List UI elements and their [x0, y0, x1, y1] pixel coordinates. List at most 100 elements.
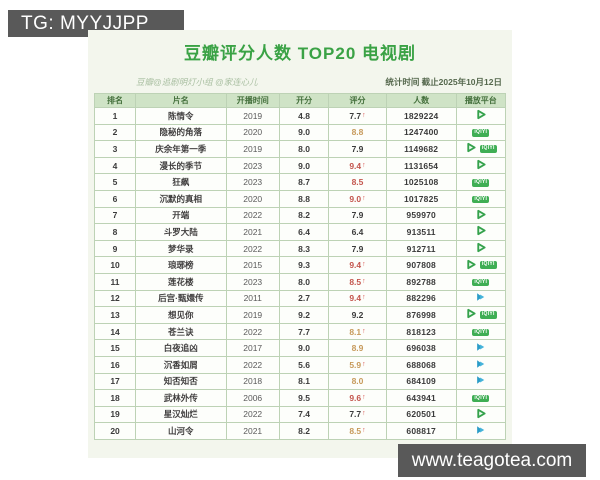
- iqiyi-icon: iQIYI: [472, 129, 490, 137]
- rank-cell: 13: [93, 306, 137, 324]
- youku-icon: [475, 359, 486, 371]
- tencent-video-icon: [475, 242, 487, 255]
- rating-count-cell: 608817: [385, 422, 457, 440]
- iqiyi-icon: iQIYI: [479, 145, 497, 153]
- open-score-cell: 8.3: [278, 239, 330, 258]
- open-score-cell: 5.6: [278, 355, 330, 374]
- table-row: 8 斗罗大陆 2021 6.4 6.4 913511: [93, 223, 507, 241]
- iqiyi-icon: iQIYI: [479, 311, 497, 319]
- iqiyi-icon: iQIYI: [472, 328, 490, 337]
- year-cell: 2017: [225, 339, 280, 357]
- rank-cell: 8: [93, 223, 137, 241]
- table-row: 18 武林外传 2006 9.5 9.6↑ 643941 iQIYI: [93, 389, 507, 407]
- rank-cell: 19: [93, 405, 137, 424]
- year-cell: 2022: [225, 405, 280, 424]
- open-score-cell: 9.0: [278, 123, 330, 142]
- table-row: 2 隐秘的角落 2020 9.0 8.8 1247400 iQIYI: [93, 123, 507, 142]
- tencent-video-icon: [475, 225, 487, 238]
- year-cell: 2021: [225, 422, 280, 440]
- table-row: 17 知否知否 2018 8.1 8.0 684109: [93, 372, 507, 391]
- column-header: 播放平台: [455, 93, 507, 108]
- iqiyi-icon: iQIYI: [472, 278, 490, 287]
- platform-cell: iQIYI: [455, 322, 507, 341]
- rating-count-cell: 620501: [385, 405, 457, 424]
- table-row: 20 山河令 2021 8.2 8.5↑ 608817: [93, 422, 507, 440]
- year-cell: 2018: [225, 372, 280, 391]
- tencent-video-icon: [465, 142, 477, 155]
- rating-count-cell: 1025108: [385, 173, 457, 191]
- ranking-poster: 豆瓣评分人数 TOP20 电视剧 豆瓣@追剧明灯小组 @家连心儿 统计时间 截止…: [88, 30, 512, 458]
- score-cell: 8.5: [328, 173, 387, 191]
- rank-cell: 6: [93, 189, 137, 208]
- table-row: 19 星汉灿烂 2022 7.4 7.7↑ 620501: [93, 405, 507, 424]
- youku-icon: [475, 425, 486, 437]
- rating-count-cell: 696038: [385, 339, 457, 357]
- score-up-arrow: ↑: [362, 427, 366, 435]
- youku-icon: [475, 292, 486, 304]
- rank-cell: 20: [93, 422, 137, 440]
- table-body: 1 陈情令 2019 4.8 7.7↑ 1829224 2 隐秘的角落 2020 9.0 8.8 12…: [93, 107, 507, 440]
- rating-count-cell: 1829224: [385, 107, 457, 125]
- table-row: 13 想见你 2019 9.2 9.2 876998 iQIYI: [93, 306, 507, 324]
- year-cell: 2015: [225, 256, 280, 274]
- table-row: 14 苍兰诀 2022 7.7 8.1↑ 818123 iQIYI: [93, 322, 507, 341]
- platform-cell: iQIYI: [455, 189, 507, 208]
- open-score-cell: 9.3: [278, 256, 330, 274]
- rank-cell: 4: [93, 156, 137, 175]
- table-row: 10 琅琊榜 2015 9.3 9.4↑ 907808 iQIYI: [93, 256, 507, 274]
- rank-cell: 16: [93, 355, 137, 374]
- iqiyi-icon: iQIYI: [472, 394, 490, 403]
- score-cell: 8.9: [328, 339, 387, 357]
- platform-cell: [455, 223, 507, 241]
- drama-title-cell: 开端: [135, 206, 227, 225]
- table-row: 6 沉默的真相 2020 8.8 9.0↑ 1017825 iQIYI: [93, 189, 507, 208]
- year-cell: 2021: [225, 223, 280, 241]
- open-score-cell: 9.0: [278, 339, 330, 357]
- site-watermark: www.teagotea.com: [398, 444, 586, 477]
- platform-cell: [455, 289, 507, 308]
- platform-cell: [455, 339, 507, 357]
- ranking-table: 排名 片名 开播时间 开分 评分 人数 播放平台 1 陈情令 2019 4.8 7.7↑ 182922…: [93, 93, 507, 440]
- platform-cell: [455, 422, 507, 440]
- drama-title-cell: 白夜追凶: [135, 339, 227, 357]
- rating-count-cell: 1017825: [385, 189, 457, 208]
- score-cell: 7.7↑: [328, 405, 387, 424]
- drama-title-cell: 隐秘的角落: [135, 123, 227, 142]
- score-up-arrow: ↑: [362, 194, 366, 202]
- drama-title-cell: 知否知否: [135, 372, 227, 391]
- drama-title-cell: 山河令: [135, 422, 227, 440]
- table-row: 7 开端 2022 8.2 7.9 959970: [93, 206, 507, 225]
- tencent-video-icon: [465, 259, 477, 272]
- year-cell: 2019: [225, 306, 280, 324]
- drama-title-cell: 陈情令: [135, 107, 227, 125]
- platform-cell: iQIYI: [455, 173, 507, 191]
- score-cell: 8.0: [328, 372, 387, 391]
- rank-cell: 12: [93, 289, 137, 308]
- score-cell: 8.1↑: [328, 322, 387, 341]
- drama-title-cell: 星汉灿烂: [135, 405, 227, 424]
- open-score-cell: 7.7: [278, 322, 330, 341]
- year-cell: 2020: [225, 123, 280, 142]
- platform-cell: iQIYI: [455, 256, 507, 274]
- score-cell: 8.8: [328, 123, 387, 142]
- table-row: 5 狂飙 2023 8.7 8.5 1025108 iQIYI: [93, 173, 507, 191]
- open-score-cell: 9.0: [278, 156, 330, 175]
- drama-title-cell: 梦华录: [135, 239, 227, 258]
- score-cell: 5.9↑: [328, 355, 387, 374]
- open-score-cell: 7.4: [278, 405, 330, 424]
- rating-count-cell: 882296: [385, 289, 457, 308]
- drama-title-cell: 沉默的真相: [135, 189, 227, 208]
- drama-title-cell: 沉香如屑: [135, 355, 227, 374]
- platform-cell: iQIYI: [455, 123, 507, 142]
- iqiyi-icon: iQIYI: [472, 179, 490, 187]
- year-cell: 2011: [225, 289, 280, 308]
- drama-title-cell: 苍兰诀: [135, 322, 227, 341]
- rating-count-cell: 1149682: [385, 140, 457, 158]
- open-score-cell: 8.2: [278, 206, 330, 225]
- score-cell: 8.5↑: [328, 272, 387, 291]
- tencent-video-icon: [475, 408, 487, 421]
- rating-count-cell: 913511: [385, 223, 457, 241]
- table-row: 16 沉香如屑 2022 5.6 5.9↑ 688068: [93, 355, 507, 374]
- year-cell: 2023: [225, 156, 280, 175]
- drama-title-cell: 庆余年第一季: [135, 140, 227, 158]
